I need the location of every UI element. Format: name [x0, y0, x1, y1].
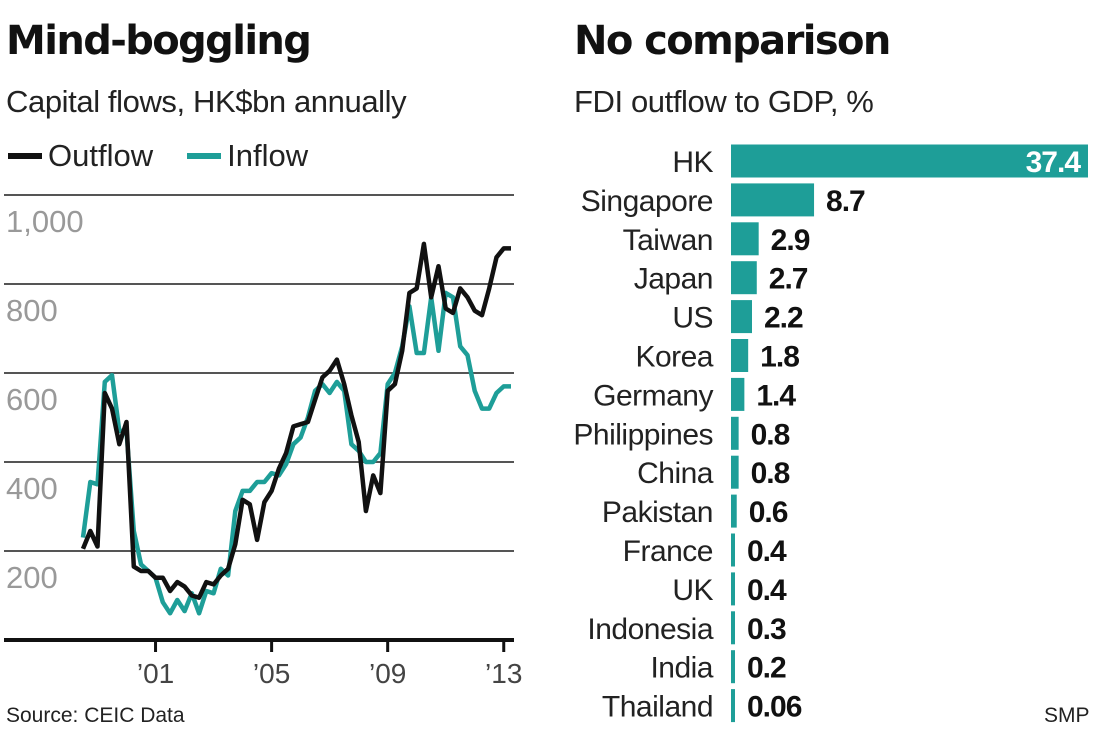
bar-category-label: Indonesia — [587, 613, 713, 646]
bar-singapore — [731, 183, 815, 217]
bar-category-label: Germany — [593, 379, 713, 412]
bar-category-label: France — [623, 535, 713, 568]
credit-label: SMP — [1044, 704, 1090, 727]
bar-value-label: 1.4 — [756, 379, 796, 412]
bar-uk — [731, 572, 735, 606]
bar-korea — [731, 339, 749, 372]
legend-label-inflow: Inflow — [227, 138, 309, 173]
bar-category-label: UK — [672, 574, 713, 607]
bar-france — [731, 533, 735, 567]
bar-value-label: 0.4 — [747, 574, 787, 607]
bar-value-label: 37.4 — [1026, 146, 1082, 179]
bar-value-label: 2.9 — [771, 224, 810, 257]
legend-swatch-outflow — [8, 153, 42, 159]
bar-value-label: 0.2 — [747, 652, 786, 685]
bar-chart-subtitle: FDI outflow to GDP, % — [574, 84, 874, 119]
bar-indonesia — [731, 611, 735, 645]
bar-value-label: 0.6 — [749, 496, 788, 529]
bar-category-label: Thailand — [602, 691, 713, 724]
bar-category-label: Philippines — [573, 418, 713, 451]
legend-item-outflow: Outflow — [8, 138, 153, 174]
source-note: Source: CEIC Data — [6, 704, 185, 727]
line-chart-xtick-label: ’13 — [485, 658, 522, 689]
legend-item-inflow: Inflow — [187, 138, 308, 174]
bar-category-label: Pakistan — [602, 496, 713, 529]
bar-pakistan — [731, 494, 737, 528]
bar-category-label: HK — [672, 146, 713, 179]
line-chart-xtick-label: ’09 — [369, 658, 406, 689]
line-chart-ytick-label: 800 — [6, 293, 58, 328]
bar-category-label: India — [650, 652, 713, 685]
bar-value-label: 0.8 — [751, 457, 790, 490]
bar-chart: HK 37.4 Singapore 8.7 Taiwan 2.9 Japan 2.7 US 2.2… — [573, 144, 1088, 724]
line-chart-title: Mind-boggling — [6, 18, 312, 64]
bar-value-label: 0.8 — [751, 418, 790, 451]
line-chart-legend: Outflow Inflow — [8, 138, 342, 174]
bar-category-label: Singapore — [581, 185, 713, 218]
bar-thailand — [731, 689, 735, 723]
line-chart-xtick-label: ’01 — [137, 658, 174, 689]
bar-category-label: US — [672, 302, 713, 335]
line-chart-xtick-label: ’05 — [253, 658, 290, 689]
bar-value-label: 2.7 — [769, 263, 808, 296]
legend-label-outflow: Outflow — [48, 138, 154, 173]
line-chart-ytick-label: 200 — [6, 560, 58, 595]
legend-swatch-inflow — [187, 153, 222, 159]
bar-chart-title: No comparison — [574, 18, 891, 64]
bar-value-label: 0.3 — [747, 613, 786, 646]
bar-category-label: Japan — [634, 263, 713, 296]
bar-china — [731, 455, 739, 489]
bar-japan — [731, 261, 757, 295]
bar-category-label: Korea — [635, 341, 713, 374]
line-chart-subtitle: Capital flows, HK$bn annually — [6, 84, 407, 119]
bar-taiwan — [731, 222, 759, 256]
bar-value-label: 0.06 — [747, 691, 802, 724]
bar-category-label: China — [637, 457, 714, 490]
line-chart-ytick-label: 1,000 — [6, 204, 84, 239]
line-chart: 200 400 600 800 1,000 ’01 ’05 ’09 ’13 — [4, 194, 522, 689]
bar-us — [731, 300, 752, 334]
bar-value-label: 0.4 — [747, 535, 787, 568]
bar-value-label: 1.8 — [760, 341, 799, 374]
series-line-outflow — [80, 241, 511, 600]
series-line-inflow — [80, 290, 511, 616]
bar-value-label: 2.2 — [764, 302, 803, 335]
bar-category-label: Taiwan — [623, 224, 713, 257]
bar-value-label: 8.7 — [826, 185, 865, 218]
bar-hk — [731, 144, 1088, 178]
bar-germany — [731, 377, 745, 411]
line-chart-ytick-label: 600 — [6, 382, 58, 417]
bar-india — [731, 650, 735, 684]
bar-philippines — [731, 416, 739, 450]
line-chart-ytick-label: 400 — [6, 471, 58, 506]
